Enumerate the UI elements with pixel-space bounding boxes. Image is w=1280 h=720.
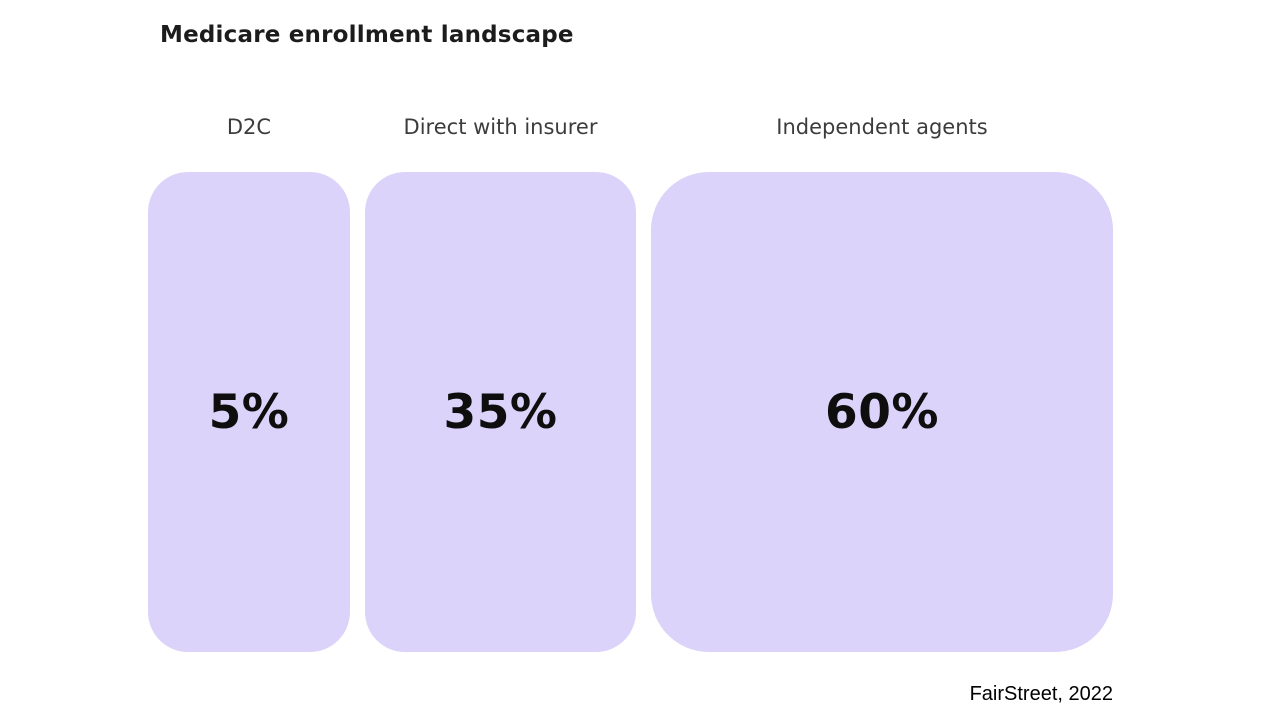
chart-title: Medicare enrollment landscape	[160, 22, 574, 48]
value-label-direct-with-insurer: 35%	[443, 384, 558, 440]
treemap-box-direct-with-insurer: 35%	[365, 172, 636, 652]
value-label-independent-agents: 60%	[825, 384, 939, 440]
column-label-independent-agents: Independent agents	[776, 115, 988, 139]
treemap-box-independent-agents: 60%	[651, 172, 1113, 652]
column-label-d2c: D2C	[226, 115, 272, 139]
source-caption: FairStreet, 2022	[969, 683, 1113, 705]
column-label-direct-with-insurer: Direct with insurer	[403, 115, 598, 139]
value-label-d2c: 5%	[208, 384, 290, 440]
treemap-box-d2c: 5%	[148, 172, 350, 652]
